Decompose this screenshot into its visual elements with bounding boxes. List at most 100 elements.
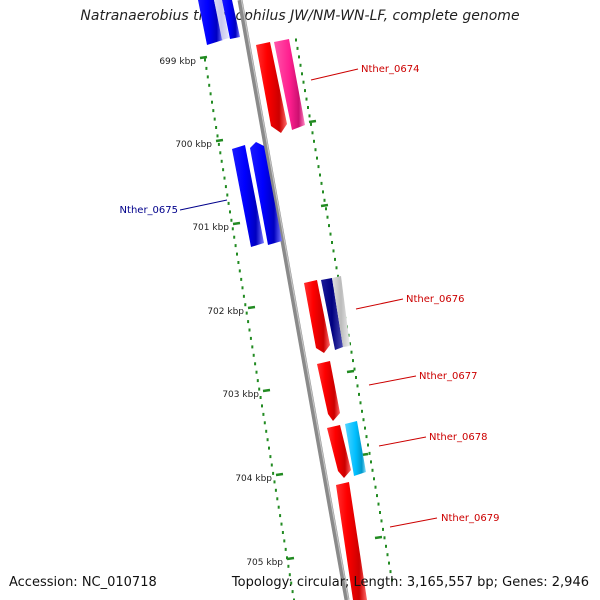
minor-tick — [382, 527, 384, 531]
minor-tick — [229, 210, 231, 214]
minor-tick — [355, 376, 357, 379]
gene-labels: Nther_0674 Nther_0675 Nther_0676 Nther_0… — [120, 64, 500, 524]
minor-tick — [212, 109, 215, 113]
minor-tick — [370, 460, 372, 464]
minor-tick — [319, 173, 321, 177]
minor-tick — [334, 257, 336, 261]
minor-tick — [326, 215, 329, 219]
minor-tick — [230, 218, 233, 222]
minor-tick — [296, 46, 299, 50]
minor-tick — [237, 261, 240, 264]
minor-tick — [374, 485, 377, 489]
minor-tick — [316, 156, 318, 160]
minor-tick — [304, 89, 306, 93]
gene-label-nther-0679[interactable]: Nther_0679 — [441, 513, 499, 524]
gene-label-nther-0675[interactable]: Nther_0675 — [120, 205, 178, 216]
minor-tick — [329, 232, 332, 236]
gene-nther-0677[interactable] — [317, 361, 340, 421]
minor-tick — [273, 480, 276, 484]
minor-tick — [371, 468, 374, 472]
minor-tick — [241, 286, 244, 290]
tick-label: 703 kbp — [222, 390, 259, 400]
gene-faded-top-pale[interactable] — [214, 0, 229, 40]
tick-label: 700 kbp — [175, 140, 212, 150]
minor-tick — [328, 224, 330, 228]
minor-tick — [310, 122, 312, 126]
minor-tick — [284, 547, 287, 551]
minor-tick — [331, 241, 333, 244]
gene-faded-top[interactable] — [198, 0, 223, 45]
genome-summary-text: Topology: circular; Length: 3,165,557 bp… — [231, 575, 589, 590]
minor-tick — [233, 235, 236, 239]
accession-text: Accession: NC_010718 — [9, 575, 157, 590]
minor-tick — [323, 198, 326, 202]
gene-nther-0675-a[interactable] — [232, 145, 264, 247]
minor-tick — [293, 598, 295, 600]
gene-label-nther-0676[interactable]: Nther_0676 — [406, 294, 464, 305]
gene-blue-top-right[interactable] — [222, 0, 240, 39]
minor-tick — [262, 412, 265, 416]
minor-tick — [308, 114, 311, 118]
minor-tick — [317, 165, 320, 169]
tick-label: 704 kbp — [235, 474, 272, 484]
minor-tick — [222, 168, 225, 172]
minor-tick — [295, 38, 297, 42]
map-title: Natranaerobius thermophilus JW/NM-WN-LF,… — [80, 8, 520, 24]
gene-features — [198, 0, 367, 600]
minor-tick — [376, 494, 378, 498]
minor-tick — [367, 443, 369, 447]
label-leaders — [179, 68, 438, 528]
minor-tick — [313, 139, 315, 143]
gene-nther-0675-b[interactable] — [250, 142, 282, 245]
gene-nther-0676-navy[interactable] — [321, 278, 343, 350]
minor-tick — [332, 249, 335, 253]
minor-tick — [254, 362, 257, 366]
gene-label-nther-0678[interactable]: Nther_0678 — [429, 432, 487, 443]
outer-tick-ring — [295, 38, 393, 582]
minor-tick — [325, 207, 327, 211]
minor-tick — [314, 148, 317, 152]
minor-tick — [216, 134, 219, 138]
minor-tick — [362, 418, 365, 422]
minor-tick — [209, 92, 212, 96]
minor-tick — [266, 438, 269, 442]
minor-tick — [259, 396, 262, 399]
minor-tick — [379, 511, 381, 514]
gene-nther-0678-cyan[interactable] — [345, 421, 366, 476]
gene-label-nther-0674[interactable]: Nther_0674 — [361, 64, 419, 75]
minor-tick — [311, 131, 314, 135]
minor-tick — [377, 502, 380, 506]
minor-tick — [204, 58, 206, 62]
gene-nther-0674-red[interactable] — [256, 42, 287, 133]
gene-nther-0674-pink[interactable] — [274, 39, 305, 130]
minor-tick — [281, 531, 284, 534]
minor-tick — [205, 66, 208, 70]
minor-tick — [361, 409, 363, 413]
backbone — [237, 0, 350, 600]
gene-nther-0676-grey[interactable] — [332, 276, 350, 347]
minor-tick — [359, 401, 362, 405]
minor-tick — [255, 370, 258, 374]
minor-tick — [224, 185, 227, 189]
tick-label: 705 kbp — [246, 558, 283, 568]
minor-tick — [223, 176, 226, 180]
minor-tick — [320, 181, 323, 185]
minor-tick — [283, 539, 286, 543]
minor-tick — [276, 497, 279, 501]
minor-tick — [270, 463, 273, 467]
minor-tick — [245, 311, 248, 315]
gene-nther-0676-red[interactable] — [304, 280, 330, 353]
minor-tick — [335, 266, 338, 270]
minor-tick — [291, 590, 294, 594]
gene-label-nther-0677[interactable]: Nther_0677 — [419, 371, 477, 382]
minor-tick — [215, 126, 218, 129]
minor-tick — [248, 328, 251, 332]
minor-tick — [280, 522, 283, 526]
gene-nther-0679[interactable] — [336, 482, 367, 600]
minor-tick — [353, 367, 356, 371]
minor-tick — [238, 269, 241, 273]
minor-tick — [388, 561, 390, 565]
minor-tick — [219, 151, 222, 155]
gene-nther-0678-red[interactable] — [327, 425, 351, 478]
minor-tick — [302, 80, 305, 84]
